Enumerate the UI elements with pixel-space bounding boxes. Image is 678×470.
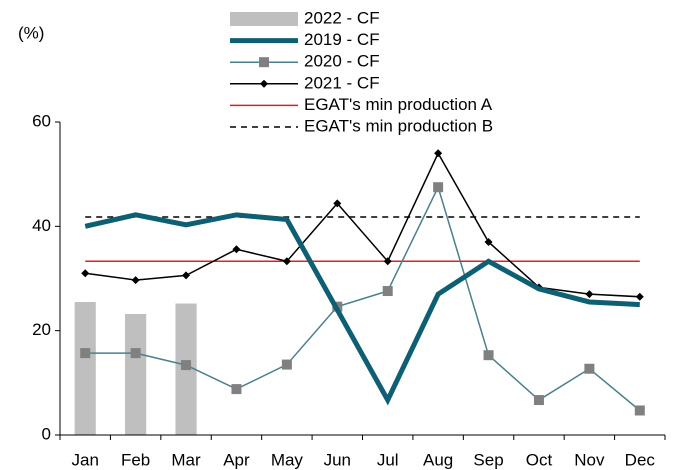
marker	[182, 271, 191, 280]
x-tick-label: Apr	[223, 450, 250, 469]
marker	[634, 405, 645, 416]
legend-label: 2020 - CF	[304, 52, 380, 71]
marker	[585, 290, 594, 299]
y-tick-label: 40	[32, 216, 51, 235]
line	[85, 151, 640, 298]
marker	[81, 269, 90, 278]
legend-marker	[259, 57, 269, 68]
marker	[80, 348, 91, 359]
marker	[434, 149, 443, 158]
legend-label: EGAT's min production B	[304, 116, 493, 135]
x-tick-label: May	[271, 450, 304, 469]
x-tick-label: Jan	[71, 450, 98, 469]
line	[85, 185, 641, 412]
x-tick-label: Dec	[625, 450, 656, 469]
marker	[483, 350, 494, 361]
marker	[282, 257, 291, 266]
x-tick-label: Mar	[171, 450, 201, 469]
legend-label: 2021 - CF	[304, 73, 380, 92]
x-tick-label: Sep	[473, 450, 503, 469]
marker	[181, 360, 192, 371]
marker	[333, 199, 342, 208]
marker	[281, 359, 292, 370]
marker	[533, 395, 544, 406]
legend-marker	[260, 79, 268, 88]
legend-label: 2019 - CF	[304, 30, 380, 49]
y-axis-label: (%)	[18, 23, 44, 42]
marker	[130, 348, 141, 359]
x-tick-label: Aug	[423, 450, 453, 469]
x-tick-label: Oct	[526, 450, 553, 469]
y-tick-label: 20	[32, 320, 51, 339]
marker	[584, 363, 595, 374]
y-tick-label: 60	[32, 111, 51, 130]
legend-label: EGAT's min production A	[304, 95, 493, 114]
x-tick-label: Nov	[574, 450, 605, 469]
marker	[382, 286, 393, 297]
marker	[635, 292, 644, 301]
marker	[231, 384, 242, 395]
x-tick-label: Jun	[324, 450, 351, 469]
y-tick-label: 0	[42, 424, 51, 443]
bar	[74, 301, 96, 435]
x-tick-label: Feb	[121, 450, 150, 469]
x-tick-label: Jul	[377, 450, 399, 469]
marker	[232, 245, 241, 254]
marker	[484, 237, 493, 246]
marker	[433, 182, 444, 193]
legend-label: 2022 - CF	[304, 8, 380, 27]
legend-swatch	[230, 12, 298, 26]
bar	[125, 313, 147, 435]
line	[84, 212, 640, 406]
marker	[131, 276, 140, 285]
marker	[383, 257, 392, 266]
